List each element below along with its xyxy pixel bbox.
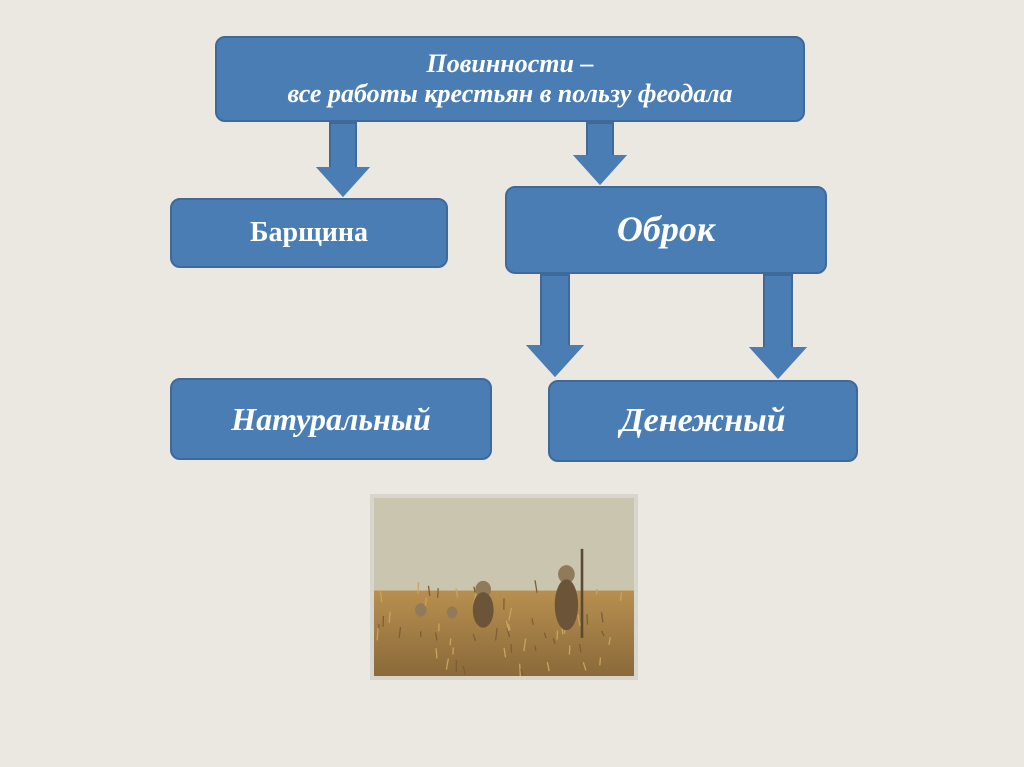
box-monetary-label: Денежный [620, 402, 785, 439]
box-obrok-label: Оброк [617, 209, 715, 249]
box-duties-line1: Повинности – [427, 49, 594, 78]
box-monetary: Денежный [548, 380, 858, 462]
box-natural-label: Натуральный [231, 401, 431, 437]
arrow-obrok-to-natural [526, 274, 584, 377]
box-duties: Повинности – все работы крестьян в польз… [215, 36, 805, 122]
arrow-top-to-barshchina [316, 122, 370, 197]
painting-peasants [370, 494, 638, 680]
box-duties-line2: все работы крестьян в пользу феодала [287, 79, 732, 108]
arrow-obrok-to-monetary [749, 274, 807, 379]
box-barshchina: Барщина [170, 198, 448, 268]
box-obrok: Оброк [505, 186, 827, 274]
painting-svg [374, 498, 634, 676]
box-barshchina-label: Барщина [250, 217, 368, 248]
box-natural: Натуральный [170, 378, 492, 460]
arrow-top-to-obrok [573, 122, 627, 185]
